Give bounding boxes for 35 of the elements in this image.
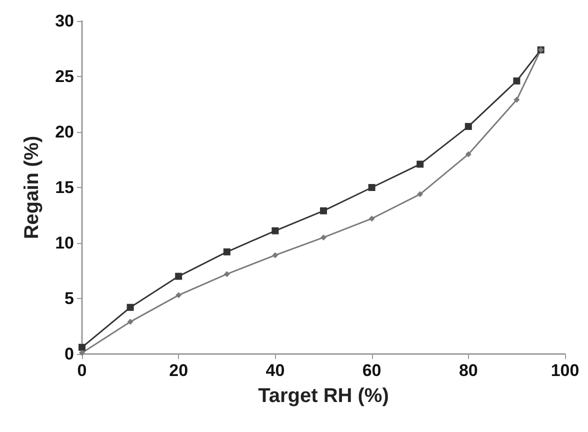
x-axis-title: Target RH (%) (258, 385, 389, 407)
point (514, 96, 520, 103)
y-tick-label: 30 (55, 12, 74, 30)
y-tick-label: 15 (55, 178, 74, 197)
point (416, 160, 424, 168)
point (127, 318, 134, 325)
point (320, 207, 327, 214)
y-tick-label: 5 (64, 289, 74, 308)
point (320, 234, 326, 240)
point (126, 304, 134, 311)
point (175, 272, 182, 280)
y-axis-title: Regain (%) (21, 136, 43, 240)
x-tick-label: 20 (169, 361, 188, 380)
point (513, 77, 520, 84)
point (464, 122, 472, 130)
point (272, 227, 279, 234)
y-tick-label: 0 (64, 344, 74, 364)
point (417, 191, 424, 198)
x-tick-label: 80 (458, 361, 478, 380)
point (176, 292, 182, 298)
point (368, 184, 376, 191)
point (224, 271, 230, 278)
x-tick-label: 40 (266, 361, 285, 380)
point (78, 344, 86, 351)
x-tick-label: 0 (77, 361, 87, 380)
y-tick-label: 10 (55, 234, 74, 252)
y-tick-label: 25 (55, 67, 74, 86)
y-tick-label: 20 (55, 122, 74, 142)
point (368, 216, 375, 222)
point (465, 151, 472, 158)
point (79, 350, 85, 356)
x-tick-label: 60 (362, 361, 382, 380)
x-tick-label: 100 (550, 361, 580, 380)
point (272, 252, 278, 258)
point (223, 248, 230, 256)
